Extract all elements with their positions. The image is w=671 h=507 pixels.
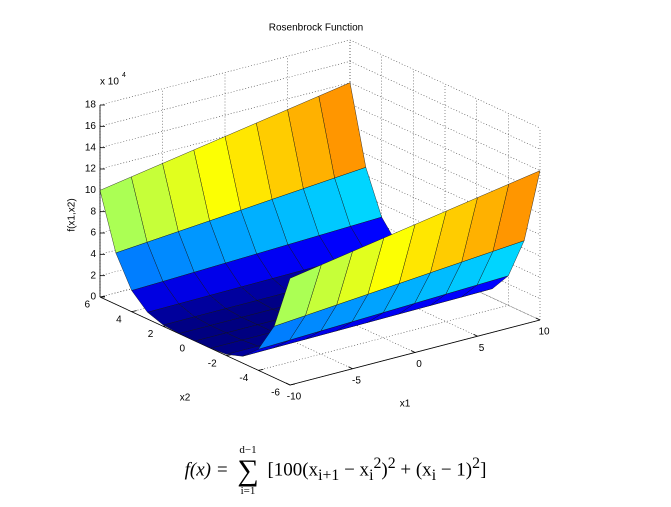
tick-mark (535, 317, 541, 321)
term: i (369, 467, 374, 485)
x-axis-label: x1 (400, 399, 411, 410)
z-tick-label: 0 (90, 292, 96, 303)
z-tick-label: 4 (90, 249, 96, 260)
y-tick-label: 0 (179, 344, 185, 355)
grid-line (349, 103, 541, 193)
grid-line (349, 82, 541, 171)
tick-mark (258, 368, 264, 371)
tick-mark (289, 383, 296, 386)
z-tick-label: 12 (85, 164, 97, 175)
term: + (x (395, 459, 432, 481)
z-axis-label: f(x1,x2) (67, 198, 78, 231)
term: − x (339, 459, 370, 481)
z-tick-label: 14 (85, 142, 97, 153)
sum-lower: i=1 (240, 485, 256, 497)
x-tick-label: 0 (416, 359, 422, 370)
y-tick-label: -2 (208, 358, 217, 369)
y-tick-label: 6 (84, 300, 90, 311)
tick-mark (285, 382, 291, 386)
term: ) (381, 459, 388, 481)
grid-line (99, 39, 351, 106)
grid-line (349, 61, 541, 150)
term: − 1) (436, 459, 473, 481)
term: 2 (472, 455, 481, 473)
x-tick-label: -5 (352, 375, 361, 386)
term: ] (480, 459, 487, 481)
chart-title: Rosenbrock Function (269, 23, 364, 34)
grid-line (99, 61, 351, 127)
sum: d−1 ∑ i=1 (237, 445, 258, 497)
y-tick-label: 4 (116, 314, 122, 325)
x-tick-label: 5 (479, 343, 485, 354)
tick-mark (410, 350, 416, 353)
grid-line (99, 82, 351, 148)
term: i+1 (318, 467, 340, 485)
term: [100(x (267, 459, 319, 481)
z-tick-label: 10 (85, 185, 97, 196)
grid-line (258, 305, 509, 371)
formula: f(x) = d−1 ∑ i=1 [100(xi+1 − xi2)2 + (xi −… (0, 445, 671, 497)
formula-lhs: f(x) = (184, 459, 229, 481)
x-tick-label: 10 (538, 327, 550, 338)
grid-line (349, 39, 541, 129)
tick-mark (348, 366, 353, 370)
x-tick-label: -10 (287, 392, 302, 403)
z-tick-label: 2 (90, 270, 96, 281)
y-axis-label: x2 (180, 393, 191, 404)
sum-sign: ∑ (237, 454, 259, 487)
z-tick-label: 8 (90, 206, 96, 217)
term: 2 (387, 455, 396, 473)
y-tick-label: -6 (271, 388, 280, 399)
tick-mark (473, 333, 478, 337)
z-exponent: x 10 (100, 77, 119, 88)
z-tick-label: 16 (85, 121, 97, 132)
surface-patch (273, 264, 322, 327)
z-exponent-power: 4 (122, 72, 126, 79)
tick-mark (131, 310, 137, 313)
chart: Rosenbrock Function x 10 4 x1 x2 f(x1,x2… (67, 23, 550, 410)
z-tick-label: 18 (85, 100, 97, 111)
y-tick-label: -4 (239, 373, 248, 384)
tick-mark (99, 295, 106, 298)
term: 2 (373, 455, 382, 473)
y-tick-label: 2 (148, 329, 154, 340)
sum-upper: d−1 (239, 444, 257, 456)
z-tick-label: 6 (90, 228, 96, 239)
term: i (431, 467, 437, 485)
